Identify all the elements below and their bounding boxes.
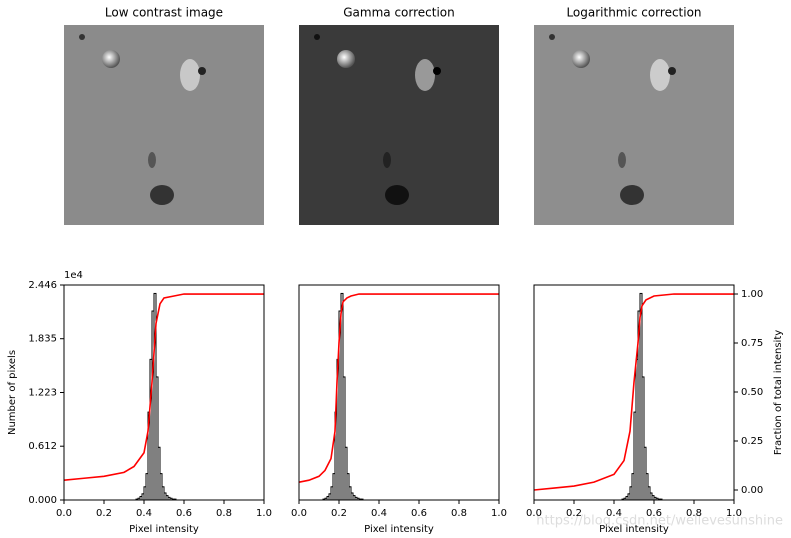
x-tick-label: 0.0 [56,508,72,519]
cdf-line [63,293,264,482]
x-tick-label: 1.0 [256,508,272,519]
x-tick-label: 0.2 [96,508,112,519]
y-axis-label: Number of pixels [7,350,18,435]
watermark: https://blog.csdn.net/wellevesunshine [536,514,783,529]
axes-frame [63,284,265,501]
y-tick-label: 0.000 [28,495,57,506]
y2-tick-label: 0.00 [741,485,763,496]
x-tick-label: 0.4 [136,508,152,519]
y2-tick-label: 0.50 [741,387,763,398]
image-panel [299,25,499,225]
x-axis-label: Pixel intensity [364,524,434,535]
axes-frame [298,284,500,501]
x-tick-label: 0.0 [291,508,307,519]
cdf-line [298,293,499,483]
x-tick-label: 0.8 [686,508,702,519]
y-tick-label: 1.223 [28,388,57,399]
image-title: Logarithmic correction [566,6,701,20]
y-tick-label: 2.446 [28,280,57,291]
y2-tick-label: 0.25 [741,436,763,447]
x-tick-label: 0.2 [566,508,582,519]
image-title: Gamma correction [343,6,455,20]
y-offset-label: 1e4 [64,270,83,281]
y2-tick-label: 1.00 [741,289,763,300]
x-tick-label: 0.6 [411,508,427,519]
x-tick-label: 1.0 [726,508,742,519]
y2-tick-label: 0.75 [741,338,763,349]
y2-axis-label: Fraction of total intensity [773,330,784,455]
x-tick-label: 0.6 [176,508,192,519]
cdf-line [533,293,734,491]
x-axis-label: Pixel intensity [129,524,199,535]
x-tick-label: 0.8 [216,508,232,519]
x-tick-label: 0.4 [606,508,622,519]
image-panel [534,25,734,225]
x-axis-label: Pixel intensity [599,524,669,535]
image-panel [64,25,264,225]
x-tick-label: 0.8 [451,508,467,519]
x-tick-label: 0.0 [526,508,542,519]
x-tick-label: 0.4 [371,508,387,519]
y-tick-label: 0.612 [28,441,57,452]
x-tick-label: 1.0 [491,508,507,519]
x-tick-label: 0.6 [646,508,662,519]
y-tick-label: 1.835 [28,334,57,345]
image-title: Low contrast image [105,6,223,20]
x-tick-label: 0.2 [331,508,347,519]
